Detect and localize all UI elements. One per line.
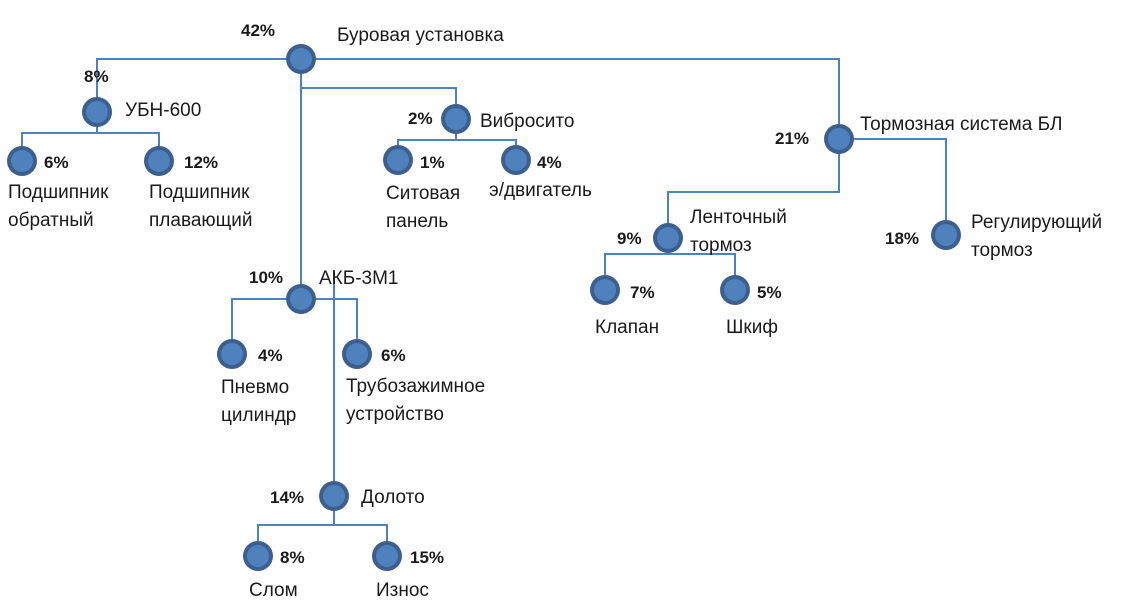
node-motor-percent: 4% <box>537 153 562 172</box>
node-ubn-percent: 8% <box>84 67 109 86</box>
node-ubn-label-line-1: УБН-600 <box>125 100 201 121</box>
node-lent[interactable]: 9% Ленточный тормоз <box>617 207 787 256</box>
node-shkif[interactable]: 5% Шкиф <box>720 275 782 338</box>
node-reg[interactable]: 18% Регулирующий тормоз <box>885 212 1102 261</box>
node-pnevmo-dot <box>221 343 243 365</box>
node-root-percent: 42% <box>241 21 275 40</box>
node-shkif-label-line-1: Шкиф <box>726 317 778 338</box>
node-brake-dot <box>828 128 850 150</box>
node-truba-dot <box>346 343 368 365</box>
edge-akb-pnevmo <box>231 298 301 354</box>
node-shkif-percent: 5% <box>757 283 782 302</box>
node-bear1-percent: 6% <box>44 153 69 172</box>
node-akb-percent: 10% <box>249 268 283 287</box>
node-pnevmo-label-line-2: цилиндр <box>221 405 296 426</box>
node-vibro-dot <box>445 108 467 130</box>
node-akb-label-line-1: АКБ-3М1 <box>319 268 399 289</box>
node-bear2-label-line-2: плавающий <box>149 210 253 231</box>
node-bear1[interactable]: 6% Подшипник обратный <box>7 146 109 231</box>
edge-root-vibro <box>300 59 457 119</box>
node-vibro-label-line-1: Вибросито <box>480 111 574 132</box>
node-lent-percent: 9% <box>617 229 642 248</box>
node-doloto-dot <box>323 485 345 507</box>
edge-root-brake <box>301 58 840 139</box>
node-reg-label-line-1: Регулирующий <box>971 212 1102 233</box>
node-slom[interactable]: 8% Слом <box>243 541 305 601</box>
node-pnevmo-percent: 4% <box>258 346 283 365</box>
edge-brake-lent <box>667 139 840 238</box>
node-root-label-line-1: Буровая установка <box>337 25 504 46</box>
node-akb-dot <box>290 288 312 310</box>
node-pnevmo-label-line-1: Пневмо <box>221 377 289 398</box>
node-iznos[interactable]: 15% Износ <box>372 541 444 601</box>
node-bear2-dot <box>148 150 170 172</box>
node-vibro-percent: 2% <box>408 109 433 128</box>
node-bear2[interactable]: 12% Подшипник плавающий <box>144 146 253 231</box>
node-motor-label-line-1: э/двигатель <box>489 180 592 201</box>
node-bear2-percent: 12% <box>184 153 218 172</box>
node-slom-percent: 8% <box>280 548 305 567</box>
node-root[interactable]: 42% Буровая установка <box>241 21 504 74</box>
node-lent-label-line-1: Ленточный <box>690 207 787 228</box>
node-bear1-dot <box>11 150 33 172</box>
node-sito-percent: 1% <box>420 153 445 172</box>
node-slom-label-line-1: Слом <box>249 580 298 601</box>
node-doloto-percent: 14% <box>270 488 304 507</box>
node-motor-dot <box>505 149 527 171</box>
node-brake[interactable]: 21% Тормозная система БЛ <box>775 114 1063 154</box>
node-shkif-dot <box>724 279 746 301</box>
node-klapan[interactable]: 7% Клапан <box>590 275 659 338</box>
node-slom-dot <box>247 545 269 567</box>
node-reg-label-line-2: тормоз <box>971 240 1033 261</box>
node-ubn-dot <box>86 101 108 123</box>
node-brake-percent: 21% <box>775 129 809 148</box>
node-sito-label-line-1: Ситовая <box>386 183 460 204</box>
node-iznos-dot <box>376 545 398 567</box>
node-ubn[interactable]: 8% УБН-600 <box>82 67 201 127</box>
node-motor[interactable]: 4% э/двигатель <box>489 145 592 201</box>
node-sito-label-line-2: панель <box>386 211 448 232</box>
node-iznos-label-line-1: Износ <box>376 580 429 601</box>
edge-root-ubn <box>96 58 301 112</box>
node-reg-dot <box>935 224 957 246</box>
node-doloto[interactable]: 14% Долото <box>270 481 425 511</box>
node-truba-label-line-1: Трубозажимное <box>346 376 485 397</box>
node-bear1-label-line-2: обратный <box>8 210 94 231</box>
nodes-layer: 42% Буровая установка 8% УБН-600 6% Подшипник… <box>7 21 1102 601</box>
node-brake-label-line-1: Тормозная система БЛ <box>860 114 1063 135</box>
node-truba[interactable]: 6% Трубозажимное устройство <box>342 339 485 425</box>
node-truba-percent: 6% <box>381 346 406 365</box>
node-doloto-label-line-1: Долото <box>361 487 425 508</box>
node-klapan-dot <box>594 279 616 301</box>
node-truba-label-line-2: устройство <box>346 404 444 425</box>
node-lent-label-line-2: тормоз <box>690 235 752 256</box>
edge-brake-reg <box>839 138 947 235</box>
node-lent-dot <box>657 227 679 249</box>
edge-akb-truba <box>301 298 358 354</box>
node-iznos-percent: 15% <box>410 548 444 567</box>
node-root-dot <box>290 48 312 70</box>
node-reg-percent: 18% <box>885 229 919 248</box>
node-vibro[interactable]: 2% Вибросито <box>408 104 574 134</box>
node-klapan-percent: 7% <box>630 283 655 302</box>
node-pnevmo[interactable]: 4% Пневмо цилиндр <box>217 339 296 426</box>
node-sito[interactable]: 1% Ситовая панель <box>383 145 460 232</box>
node-bear1-label-line-1: Подшипник <box>8 182 109 203</box>
node-bear2-label-line-1: Подшипник <box>149 182 250 203</box>
node-klapan-label-line-1: Клапан <box>595 317 659 338</box>
node-sito-dot <box>387 149 409 171</box>
node-akb[interactable]: 10% АКБ-3М1 <box>249 268 399 314</box>
